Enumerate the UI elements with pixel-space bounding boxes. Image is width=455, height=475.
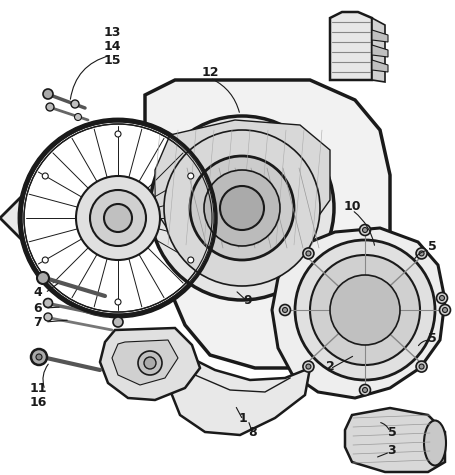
- Circle shape: [104, 204, 132, 232]
- Polygon shape: [155, 120, 330, 248]
- Text: 1: 1: [238, 411, 248, 425]
- Circle shape: [330, 275, 400, 345]
- Text: 14: 14: [103, 39, 121, 53]
- Polygon shape: [345, 408, 445, 472]
- Polygon shape: [100, 328, 200, 400]
- Circle shape: [164, 130, 320, 286]
- Text: 9: 9: [244, 294, 253, 306]
- Polygon shape: [145, 80, 390, 368]
- Circle shape: [43, 89, 53, 99]
- Circle shape: [115, 299, 121, 305]
- Circle shape: [71, 100, 79, 108]
- Text: 10: 10: [343, 200, 361, 213]
- Circle shape: [220, 186, 264, 230]
- Circle shape: [188, 257, 194, 263]
- Circle shape: [363, 228, 368, 232]
- Text: 5: 5: [388, 426, 396, 438]
- Circle shape: [150, 116, 334, 300]
- Circle shape: [363, 388, 368, 392]
- Circle shape: [440, 304, 450, 315]
- Text: 11: 11: [29, 381, 47, 395]
- Circle shape: [115, 131, 121, 137]
- Text: 8: 8: [249, 426, 258, 438]
- Circle shape: [436, 293, 448, 304]
- Text: 12: 12: [201, 66, 219, 78]
- Text: 16: 16: [29, 396, 47, 408]
- Circle shape: [416, 361, 427, 372]
- Text: 4: 4: [34, 286, 42, 300]
- Circle shape: [144, 357, 156, 369]
- Circle shape: [76, 176, 160, 260]
- Circle shape: [419, 364, 424, 369]
- Circle shape: [306, 251, 311, 256]
- Text: 2: 2: [326, 361, 334, 373]
- Circle shape: [44, 298, 52, 307]
- Circle shape: [303, 361, 314, 372]
- Circle shape: [419, 251, 424, 256]
- Text: 13: 13: [103, 26, 121, 38]
- Circle shape: [44, 313, 52, 321]
- Circle shape: [440, 295, 445, 301]
- Circle shape: [42, 257, 48, 263]
- Circle shape: [359, 225, 370, 236]
- Circle shape: [443, 307, 448, 313]
- Circle shape: [75, 114, 81, 121]
- Circle shape: [31, 349, 47, 365]
- Circle shape: [279, 304, 290, 315]
- Polygon shape: [112, 340, 178, 385]
- Text: 15: 15: [103, 54, 121, 67]
- Text: 5: 5: [428, 240, 436, 254]
- Polygon shape: [372, 18, 385, 82]
- Circle shape: [359, 384, 370, 396]
- Circle shape: [204, 170, 280, 246]
- Circle shape: [46, 103, 54, 111]
- Text: 7: 7: [34, 315, 42, 329]
- Text: 5: 5: [428, 332, 436, 344]
- Circle shape: [310, 255, 420, 365]
- Circle shape: [295, 240, 435, 380]
- Polygon shape: [372, 30, 388, 42]
- Circle shape: [113, 317, 123, 327]
- Polygon shape: [170, 355, 310, 435]
- Text: 6: 6: [34, 302, 42, 314]
- Circle shape: [306, 364, 311, 369]
- Circle shape: [90, 190, 146, 246]
- Circle shape: [36, 354, 42, 360]
- Circle shape: [42, 173, 48, 179]
- Polygon shape: [0, 193, 25, 243]
- Circle shape: [283, 307, 288, 313]
- Polygon shape: [372, 45, 388, 57]
- Circle shape: [303, 248, 314, 259]
- Circle shape: [190, 156, 294, 260]
- Circle shape: [416, 248, 427, 259]
- Text: 3: 3: [388, 444, 396, 456]
- Circle shape: [188, 173, 194, 179]
- Ellipse shape: [424, 420, 446, 466]
- Polygon shape: [330, 12, 372, 80]
- Circle shape: [138, 351, 162, 375]
- Polygon shape: [272, 228, 445, 398]
- Polygon shape: [372, 60, 388, 72]
- Circle shape: [20, 120, 216, 316]
- Circle shape: [37, 272, 49, 284]
